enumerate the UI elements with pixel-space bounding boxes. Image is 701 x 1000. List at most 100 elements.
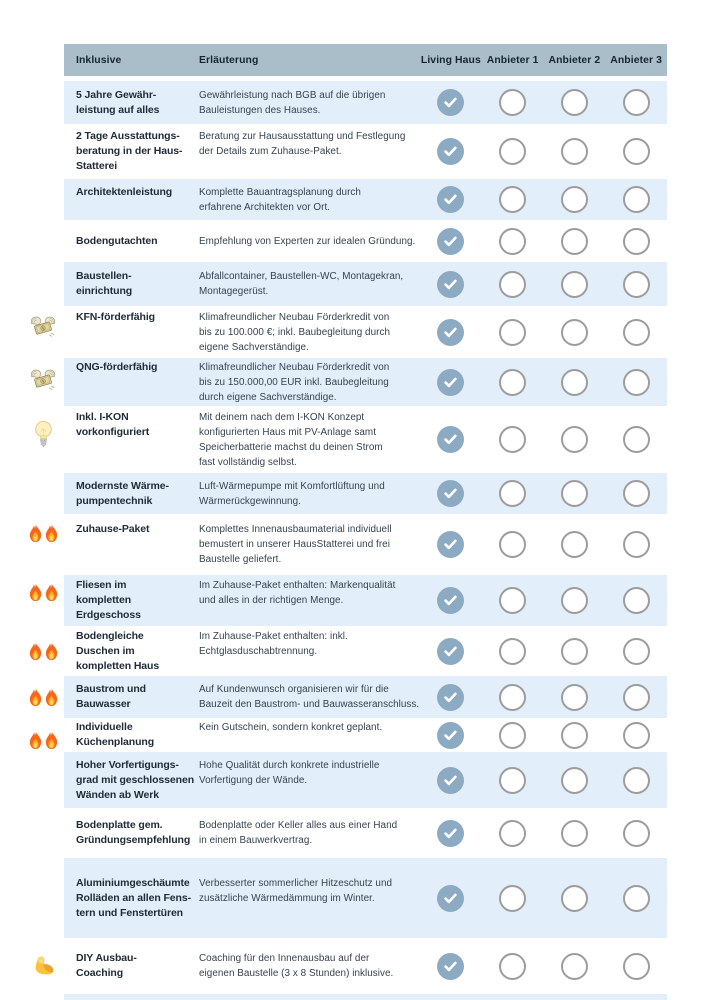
feature-description: Coaching für den Innenausbau auf der eig…	[199, 953, 394, 979]
fire-icon	[28, 730, 43, 750]
table-row: Inkl. I-KON vorkonfiguriert Mit deinem na…	[34, 406, 667, 473]
feature-description: Auf Kundenwunsch organisieren wir für di…	[199, 684, 420, 710]
table-row: Baustellen- einrichtung Abfallcontainer, …	[64, 262, 667, 306]
row-text-columns: KFN-förderfähig Klimafreundlicher Neubau …	[64, 310, 420, 355]
feature-label: Bodengutachten	[76, 234, 158, 247]
check-cell-anbieter-2	[544, 227, 606, 255]
row-text-columns: 2 Tage Ausstattungs- beratung in der Hau…	[64, 129, 420, 174]
checked-circle-icon	[437, 138, 465, 165]
feature-description: Luft-Wärmepumpe mit Komfortlüftung und W…	[199, 480, 385, 507]
check-cell-anbieter-1	[482, 227, 544, 255]
checked-circle-icon	[437, 721, 465, 749]
checked-circle-icon	[437, 227, 465, 255]
feature-description: Abfallcontainer, Baustellen-WC, Montagek…	[199, 271, 404, 297]
checked-circle-icon	[437, 819, 465, 847]
money-with-wings-icon	[30, 315, 56, 337]
check-cell-living-haus	[420, 637, 482, 665]
header-erlaeuterung: Erläuterung	[199, 54, 259, 66]
check-cell-anbieter-1	[482, 368, 544, 396]
check-cell-anbieter-1	[482, 587, 544, 614]
empty-circle-icon	[622, 426, 650, 453]
fire-icon	[44, 730, 59, 750]
fire-icon	[28, 583, 43, 602]
empty-circle-icon	[622, 138, 650, 165]
check-cell-anbieter-3	[605, 819, 667, 847]
row-text-columns: Baustellen- einrichtung Abfallcontainer, …	[64, 269, 420, 299]
check-cell-living-haus	[420, 186, 482, 213]
check-cell-living-haus	[420, 683, 482, 711]
next-row-sliver	[64, 994, 667, 1000]
header-anbieter-2: Anbieter 2	[548, 54, 601, 66]
checked-circle-icon	[437, 766, 465, 794]
checked-circle-icon	[437, 426, 465, 453]
check-cell-living-haus	[420, 89, 482, 116]
check-cell-anbieter-2	[544, 368, 606, 396]
empty-circle-icon	[560, 766, 588, 794]
check-cell-anbieter-1	[482, 721, 544, 749]
table-row: Architektenleistung Komplette Bauantragsp…	[64, 179, 667, 220]
check-cell-anbieter-2	[544, 819, 606, 847]
checked-circle-icon	[437, 318, 465, 346]
empty-circle-icon	[499, 89, 527, 116]
feature-label: Bodenplatte gem. Gründungsempfehlung	[76, 819, 191, 846]
checked-circle-icon	[437, 480, 465, 507]
empty-circle-icon	[499, 227, 527, 255]
check-cell-anbieter-1	[482, 138, 544, 165]
empty-circle-icon	[499, 270, 527, 298]
table-row: Baustrom und Bauwasser Auf Kundenwunsch o…	[29, 676, 667, 718]
feature-label: 2 Tage Ausstattungs- beratung in der Hau…	[76, 130, 183, 172]
feature-label: Baustrom und Bauwasser	[76, 683, 146, 710]
feature-label: Inkl. I-KON vorkonfiguriert	[76, 410, 150, 438]
check-cell-living-haus	[420, 368, 482, 396]
empty-circle-icon	[622, 819, 650, 847]
table-row: Bodengleiche Duschen im kompletten Haus I…	[29, 626, 667, 676]
empty-circle-icon	[499, 186, 527, 213]
table-row: 5 Jahre Gewähr- leistung auf alles Gewähr…	[64, 81, 667, 124]
table-row: Bodengutachten Empfehlung von Experten zu…	[64, 220, 667, 262]
check-cell-anbieter-2	[544, 884, 606, 912]
check-cell-living-haus	[420, 884, 482, 912]
check-cell-anbieter-2	[544, 952, 606, 980]
feature-label: QNG-förderfähig	[76, 360, 158, 373]
empty-circle-icon	[622, 637, 650, 665]
empty-circle-icon	[499, 721, 527, 749]
feature-description: Klimafreundlicher Neubau Förderkredit vo…	[199, 311, 391, 353]
table-row: Aluminiumgeschäumte Rolläden an allen Fe…	[64, 858, 667, 938]
check-cell-anbieter-2	[544, 480, 606, 507]
row-text-columns: Bodengleiche Duschen im kompletten Haus I…	[64, 629, 420, 674]
empty-circle-icon	[560, 270, 588, 298]
check-cell-anbieter-3	[605, 227, 667, 255]
empty-circle-icon	[499, 637, 527, 665]
fire-icon	[28, 687, 43, 707]
check-cell-anbieter-2	[544, 270, 606, 298]
row-text-columns: DIY Ausbau- Coaching Coaching für den Inn…	[64, 951, 420, 981]
row-text-columns: QNG-förderfähig Klimafreundlicher Neubau …	[64, 360, 420, 405]
row-icon-slot	[27, 503, 59, 564]
table-row: DIY Ausbau- Coaching Coaching für den Inn…	[35, 938, 667, 994]
row-icon-slot	[27, 567, 59, 618]
check-cell-anbieter-1	[482, 766, 544, 794]
empty-circle-icon	[499, 587, 527, 614]
empty-circle-icon	[499, 368, 527, 396]
check-cell-anbieter-3	[605, 426, 667, 453]
check-cell-living-haus	[420, 138, 482, 165]
check-cell-living-haus	[420, 531, 482, 558]
check-cell-anbieter-2	[544, 721, 606, 749]
feature-label: Architektenleistung	[76, 185, 173, 198]
feature-description: Beratung zur Hausausstattung und Festleg…	[199, 131, 406, 157]
empty-circle-icon	[560, 952, 588, 980]
feature-label: KFN-förderfähig	[76, 310, 155, 323]
table-header: Inklusive Erläuterung Living Haus Anbiet…	[64, 44, 667, 76]
check-cell-living-haus	[420, 766, 482, 794]
check-cell-anbieter-1	[482, 426, 544, 453]
feature-description: Empfehlung von Experten zur idealen Grün…	[199, 235, 416, 247]
feature-description: Hohe Qualität durch konkrete industriell…	[199, 759, 380, 786]
checked-circle-icon	[437, 270, 465, 298]
check-cell-anbieter-2	[544, 426, 606, 453]
checked-circle-icon	[437, 531, 465, 558]
empty-circle-icon	[560, 480, 588, 507]
check-cell-anbieter-2	[544, 318, 606, 346]
check-cell-living-haus	[420, 819, 482, 847]
header-anbieter-3: Anbieter 3	[610, 54, 663, 66]
table-row: Fliesen im kompletten Erdgeschoss Im Zuha…	[29, 575, 667, 626]
